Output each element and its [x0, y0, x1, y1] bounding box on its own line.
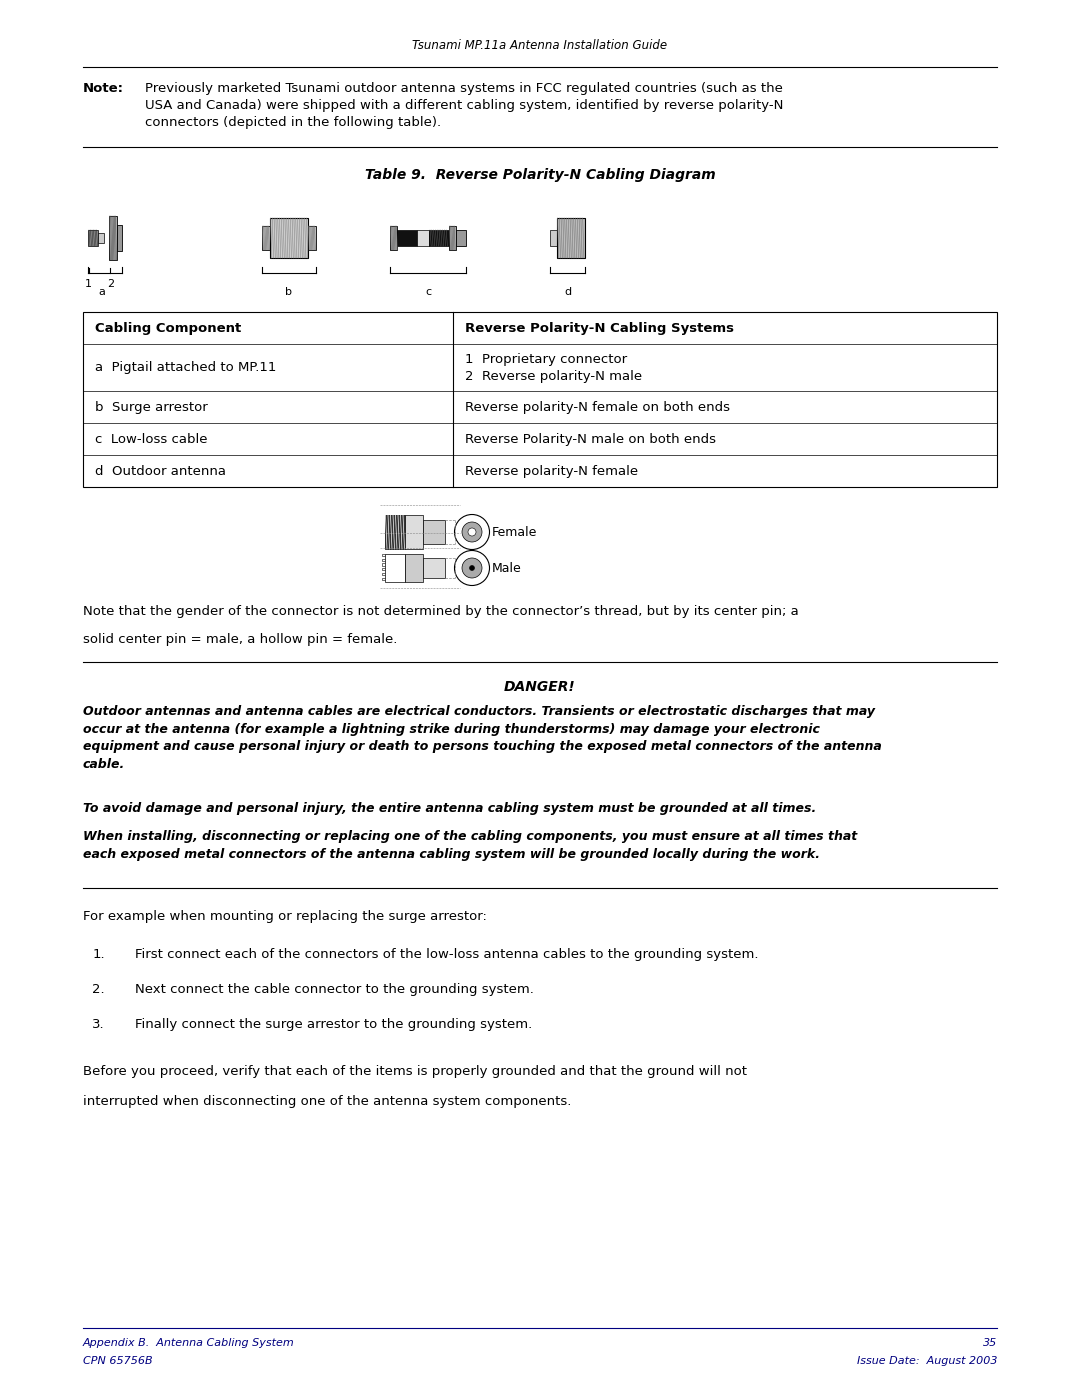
Bar	[449, 226, 456, 250]
Text: Male: Male	[492, 562, 522, 574]
Text: 1.: 1.	[93, 949, 105, 961]
Bar	[382, 559, 384, 562]
Bar	[417, 231, 429, 246]
Bar	[429, 231, 449, 246]
Text: To avoid damage and personal injury, the entire antenna cabling system must be g: To avoid damage and personal injury, the…	[83, 802, 816, 814]
Text: For example when mounting or replacing the surge arrestor:: For example when mounting or replacing t…	[83, 909, 487, 923]
Bar	[270, 218, 308, 258]
Bar	[405, 555, 423, 583]
Circle shape	[470, 566, 474, 570]
Text: 2: 2	[107, 279, 114, 289]
Text: Appendix B.  Antenna Cabling System: Appendix B. Antenna Cabling System	[83, 1338, 295, 1348]
Text: a  Pigtail attached to MP.11: a Pigtail attached to MP.11	[95, 360, 276, 374]
Bar	[382, 563, 384, 566]
Bar	[83, 312, 997, 488]
Text: Next connect the cable connector to the grounding system.: Next connect the cable connector to the …	[135, 983, 534, 996]
Bar	[384, 555, 405, 583]
Text: When installing, disconnecting or replacing one of the cabling components, you m: When installing, disconnecting or replac…	[83, 830, 858, 861]
Bar	[405, 515, 423, 549]
Text: 1  Proprietary connector
2  Reverse polarity-N male: 1 Proprietary connector 2 Reverse polari…	[465, 352, 643, 383]
Text: Issue Date:  August 2003: Issue Date: August 2003	[856, 1356, 997, 1366]
Text: 1: 1	[85, 279, 92, 289]
Text: CPN 65756B: CPN 65756B	[83, 1356, 152, 1366]
Text: Table 9.  Reverse Polarity-N Cabling Diagram: Table 9. Reverse Polarity-N Cabling Diag…	[365, 168, 715, 182]
Text: Tsunami MP.11a Antenna Installation Guide: Tsunami MP.11a Antenna Installation Guid…	[413, 39, 667, 52]
Bar	[423, 520, 445, 543]
Text: Outdoor antennas and antenna cables are electrical conductors. Transients or ele: Outdoor antennas and antenna cables are …	[83, 705, 881, 771]
Text: Before you proceed, verify that each of the items is properly grounded and that : Before you proceed, verify that each of …	[83, 1065, 747, 1078]
Bar	[262, 226, 270, 250]
Circle shape	[468, 528, 476, 536]
Text: d: d	[564, 286, 571, 298]
Text: DANGER!: DANGER!	[504, 680, 576, 694]
Text: c  Low-loss cable: c Low-loss cable	[95, 433, 207, 446]
Bar	[98, 233, 104, 243]
Text: c: c	[424, 286, 431, 298]
Text: Note:: Note:	[83, 82, 124, 95]
Bar	[382, 573, 384, 576]
Bar	[550, 231, 557, 246]
Bar	[109, 217, 117, 260]
Text: Finally connect the surge arrestor to the grounding system.: Finally connect the surge arrestor to th…	[135, 1018, 532, 1031]
Circle shape	[455, 514, 489, 549]
Bar	[384, 515, 405, 549]
Text: 2.: 2.	[93, 983, 105, 996]
Text: Female: Female	[492, 525, 538, 538]
Bar	[87, 231, 98, 246]
Bar	[382, 569, 384, 570]
Text: Previously marketed Tsunami outdoor antenna systems in FCC regulated countries (: Previously marketed Tsunami outdoor ante…	[145, 82, 783, 129]
Text: d  Outdoor antenna: d Outdoor antenna	[95, 464, 226, 478]
Bar	[117, 225, 122, 251]
Text: solid center pin = male, a hollow pin = female.: solid center pin = male, a hollow pin = …	[83, 633, 397, 645]
Text: Cabling Component: Cabling Component	[95, 321, 241, 334]
Text: First connect each of the connectors of the low-loss antenna cables to the groun: First connect each of the connectors of …	[135, 949, 758, 961]
Circle shape	[462, 522, 482, 542]
Text: Note that the gender of the connector is not determined by the connector’s threa: Note that the gender of the connector is…	[83, 605, 799, 617]
Text: interrupted when disconnecting one of the antenna system components.: interrupted when disconnecting one of th…	[83, 1095, 571, 1108]
Text: 3.: 3.	[93, 1018, 105, 1031]
Text: b: b	[285, 286, 293, 298]
Text: a: a	[98, 286, 106, 298]
Bar	[382, 555, 384, 556]
Text: Reverse polarity-N female on both ends: Reverse polarity-N female on both ends	[465, 401, 730, 414]
Bar	[390, 226, 397, 250]
Bar	[456, 231, 465, 246]
Bar	[308, 226, 316, 250]
Text: 35: 35	[983, 1338, 997, 1348]
Text: Reverse polarity-N female: Reverse polarity-N female	[465, 464, 638, 478]
Circle shape	[455, 550, 489, 585]
Bar	[557, 218, 585, 258]
Text: b  Surge arrestor: b Surge arrestor	[95, 401, 207, 414]
Text: Reverse Polarity-N male on both ends: Reverse Polarity-N male on both ends	[465, 433, 716, 446]
Circle shape	[462, 557, 482, 578]
Bar	[423, 557, 445, 578]
Bar	[382, 577, 384, 580]
Bar	[397, 231, 417, 246]
Text: Reverse Polarity-N Cabling Systems: Reverse Polarity-N Cabling Systems	[465, 321, 734, 334]
